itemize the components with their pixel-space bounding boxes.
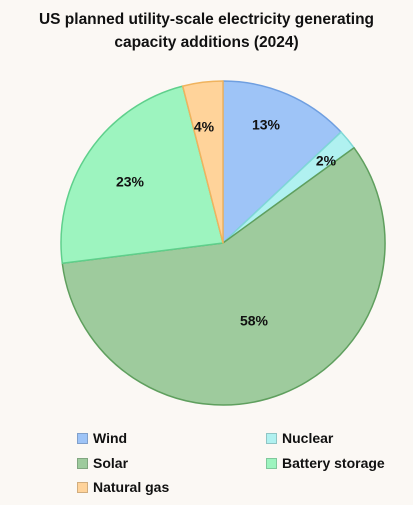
chart-title-line-1: US planned utility-scale electricity gen… [38,11,375,28]
pie-slice-wind [222,80,342,244]
data-label-battery-storage: 23% [116,174,145,190]
chart-title-line-2: capacity additions (2024) [114,34,299,51]
pie-labels: 13% 2% 58% 23% 4% [116,117,337,329]
data-label-nuclear: 2% [316,153,337,169]
chart-title: US planned utility-scale electricity gen… [0,8,413,54]
pie-slice-solar [61,147,386,406]
pie-slice-battery-storage [60,85,224,265]
data-label-natural-gas: 4% [194,119,215,135]
pie-slices [60,80,386,406]
data-label-solar: 58% [240,313,269,329]
data-label-wind: 13% [252,117,281,133]
pie-slice-natural-gas [181,80,224,244]
